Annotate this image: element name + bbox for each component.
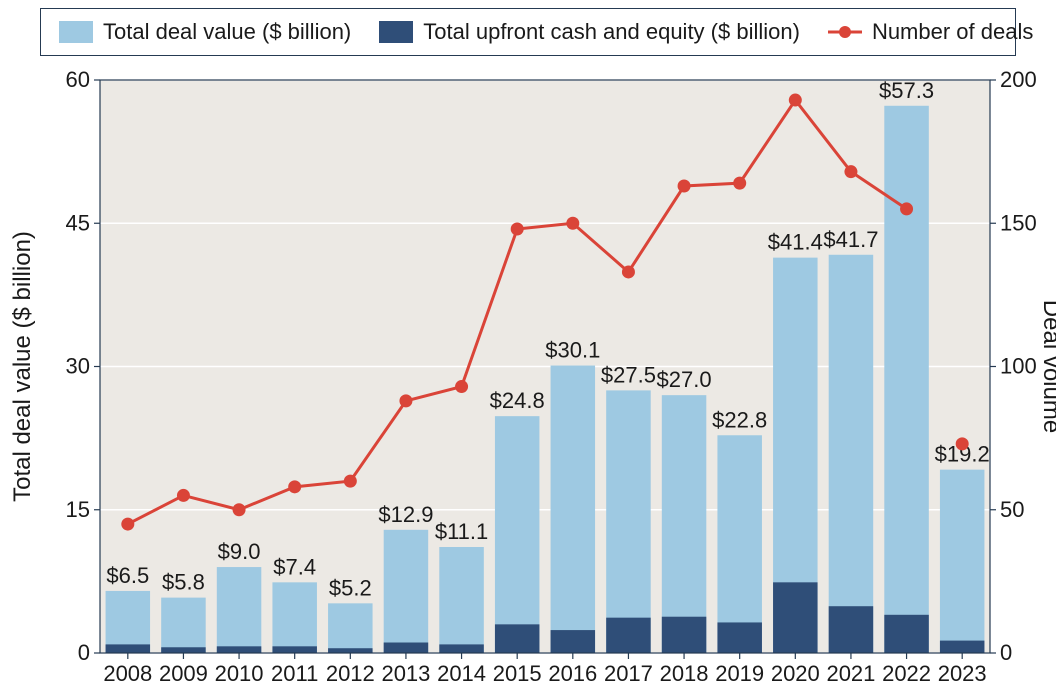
- bar-total-value: [328, 603, 373, 653]
- x-tick-label: 2017: [604, 661, 653, 686]
- bar-value-label: $12.9: [378, 502, 433, 527]
- y-right-tick-label: 150: [1000, 210, 1037, 235]
- bar-total-value: [662, 395, 707, 653]
- bar-value-label: $11.1: [435, 519, 488, 544]
- x-tick-label: 2016: [548, 661, 597, 686]
- deals-marker: [455, 380, 468, 393]
- y-left-tick-label: 15: [66, 497, 90, 522]
- chart-root: Total deal value ($ billion)Total upfron…: [0, 0, 1056, 699]
- y-left-tick-label: 0: [78, 640, 90, 665]
- deals-marker: [566, 217, 579, 230]
- bar-upfront-cash: [495, 624, 540, 653]
- y-right-tick-label: 200: [1000, 67, 1037, 92]
- y-left-axis-title: Total deal value ($ billion): [9, 231, 36, 502]
- bar-upfront-cash: [106, 644, 151, 653]
- y-left-tick-label: 60: [66, 67, 90, 92]
- bar-total-value: [217, 567, 262, 653]
- bar-total-value: [829, 255, 874, 653]
- x-tick-label: 2010: [215, 661, 264, 686]
- bar-upfront-cash: [773, 582, 818, 653]
- deals-marker: [844, 165, 857, 178]
- deals-marker: [956, 437, 969, 450]
- y-right-axis-title: Deal volume: [1038, 300, 1056, 433]
- bar-value-label: $6.5: [106, 563, 149, 588]
- deals-marker: [678, 180, 691, 193]
- bar-value-label: $7.4: [273, 554, 316, 579]
- bar-upfront-cash: [606, 618, 651, 653]
- x-tick-label: 2008: [103, 661, 152, 686]
- deals-marker: [121, 518, 134, 531]
- bar-total-value: [884, 106, 929, 653]
- x-tick-label: 2021: [826, 661, 875, 686]
- deals-marker: [622, 265, 635, 278]
- y-left-tick-label: 30: [66, 354, 90, 379]
- x-tick-label: 2020: [771, 661, 820, 686]
- x-tick-label: 2022: [882, 661, 931, 686]
- bar-upfront-cash: [272, 646, 317, 653]
- bar-value-label: $5.2: [329, 575, 372, 600]
- x-tick-label: 2019: [715, 661, 764, 686]
- deals-marker: [511, 222, 524, 235]
- bar-upfront-cash: [551, 630, 596, 653]
- deals-marker: [288, 480, 301, 493]
- bar-upfront-cash: [439, 644, 484, 653]
- bar-value-label: $41.7: [823, 227, 878, 252]
- bar-total-value: [717, 435, 762, 653]
- y-right-tick-label: 100: [1000, 354, 1037, 379]
- bar-value-label: $24.8: [490, 388, 545, 413]
- bar-value-label: $22.8: [712, 407, 767, 432]
- deals-marker: [789, 94, 802, 107]
- deals-marker: [733, 177, 746, 190]
- bar-total-value: [551, 366, 596, 653]
- bar-upfront-cash: [940, 641, 985, 653]
- bar-total-value: [161, 598, 206, 653]
- bar-value-label: $9.0: [218, 539, 261, 564]
- plot-holder: $6.5 $5.8 $9.0 $7.4 $5.2 $12.9$11.1 $24.8$30.1…: [0, 0, 1056, 699]
- bar-upfront-cash: [328, 648, 373, 653]
- bar-total-value: [606, 390, 651, 653]
- deals-marker: [900, 202, 913, 215]
- bar-value-label: $5.8: [162, 570, 205, 595]
- bar-value-label: $27.0: [657, 367, 712, 392]
- deals-marker: [399, 394, 412, 407]
- deals-marker: [344, 475, 357, 488]
- bar-upfront-cash: [384, 643, 429, 654]
- bar-value-label: $41.4: [768, 230, 823, 255]
- bar-upfront-cash: [884, 615, 929, 653]
- bar-total-value: [272, 582, 317, 653]
- bar-total-value: [439, 547, 484, 653]
- bar-value-label: $30.1: [545, 338, 600, 363]
- bar-upfront-cash: [217, 646, 262, 653]
- x-tick-label: 2023: [938, 661, 987, 686]
- bar-total-value: [384, 530, 429, 653]
- bar-total-value: [495, 416, 540, 653]
- x-tick-label: 2009: [159, 661, 208, 686]
- bar-upfront-cash: [829, 606, 874, 653]
- x-tick-label: 2012: [326, 661, 375, 686]
- bar-upfront-cash: [662, 617, 707, 653]
- bar-value-label: $27.5: [601, 362, 656, 387]
- deals-marker: [233, 503, 246, 516]
- bar-value-label: $57.3: [879, 78, 934, 103]
- bar-upfront-cash: [161, 647, 206, 653]
- x-tick-label: 2015: [493, 661, 542, 686]
- chart-svg: $6.5 $5.8 $9.0 $7.4 $5.2 $12.9$11.1 $24.8$30.1…: [0, 0, 1056, 699]
- x-tick-label: 2018: [660, 661, 709, 686]
- x-tick-label: 2013: [381, 661, 430, 686]
- bar-upfront-cash: [717, 622, 762, 653]
- y-right-tick-label: 50: [1000, 497, 1024, 522]
- x-tick-label: 2014: [437, 661, 486, 686]
- deals-marker: [177, 489, 190, 502]
- x-tick-label: 2011: [271, 661, 318, 686]
- bar-total-value: [940, 470, 985, 653]
- y-left-tick-label: 45: [66, 210, 90, 235]
- y-right-tick-label: 0: [1000, 640, 1012, 665]
- bar-total-value: [106, 591, 151, 653]
